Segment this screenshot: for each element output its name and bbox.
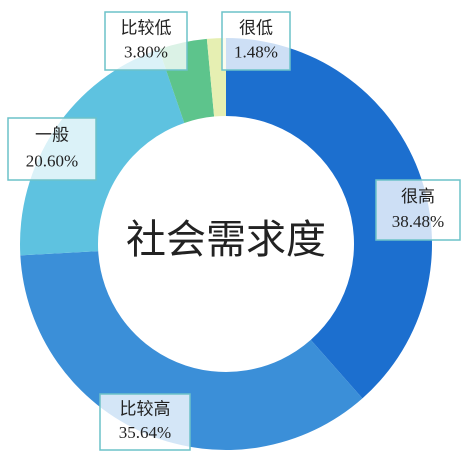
slice-label: 很高 xyxy=(401,187,435,206)
slice xyxy=(206,38,226,117)
slice xyxy=(226,38,432,399)
slice-value: 38.48% xyxy=(392,212,444,231)
slice-value: 35.64% xyxy=(119,423,171,442)
slice-label: 比较高 xyxy=(120,400,171,419)
label-box xyxy=(99,393,191,451)
label-box xyxy=(375,179,461,241)
chart-title: 社会需求度 xyxy=(126,217,326,262)
label-box xyxy=(7,117,97,181)
slice-label: 比较低 xyxy=(121,18,172,37)
slice-label: 很低 xyxy=(239,18,273,37)
slice xyxy=(20,49,185,256)
slice-value: 20.60% xyxy=(26,152,78,171)
label-box xyxy=(104,11,188,71)
slice-value: 1.48% xyxy=(234,43,278,62)
slice xyxy=(20,251,363,450)
slice-label: 一般 xyxy=(35,126,69,145)
slice-value: 3.80% xyxy=(124,43,168,62)
label-box xyxy=(221,11,291,71)
labels: 很高 38.48% 比较高 35.64% 一般 20.60% 比较低 3.80% 很低 1.48% xyxy=(7,11,461,451)
